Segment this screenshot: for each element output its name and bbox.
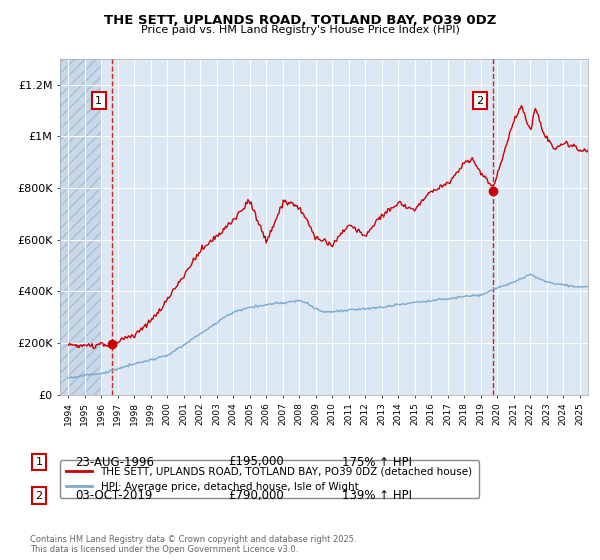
Text: THE SETT, UPLANDS ROAD, TOTLAND BAY, PO39 0DZ: THE SETT, UPLANDS ROAD, TOTLAND BAY, PO3… [104,14,496,27]
Text: 23-AUG-1996: 23-AUG-1996 [75,455,154,469]
Legend: THE SETT, UPLANDS ROAD, TOTLAND BAY, PO39 0DZ (detached house), HPI: Average pri: THE SETT, UPLANDS ROAD, TOTLAND BAY, PO3… [60,460,479,498]
Text: £790,000: £790,000 [228,489,284,502]
Text: Contains HM Land Registry data © Crown copyright and database right 2025.
This d: Contains HM Land Registry data © Crown c… [30,535,356,554]
Bar [60,59,101,395]
Text: £195,000: £195,000 [228,455,284,469]
Text: 2: 2 [35,491,43,501]
Text: 175% ↑ HPI: 175% ↑ HPI [342,455,412,469]
Text: 2: 2 [476,96,484,106]
Text: Price paid vs. HM Land Registry's House Price Index (HPI): Price paid vs. HM Land Registry's House … [140,25,460,35]
Text: 139% ↑ HPI: 139% ↑ HPI [342,489,412,502]
Text: 1: 1 [95,96,102,106]
Text: 1: 1 [35,457,43,467]
Text: 03-OCT-2019: 03-OCT-2019 [75,489,152,502]
